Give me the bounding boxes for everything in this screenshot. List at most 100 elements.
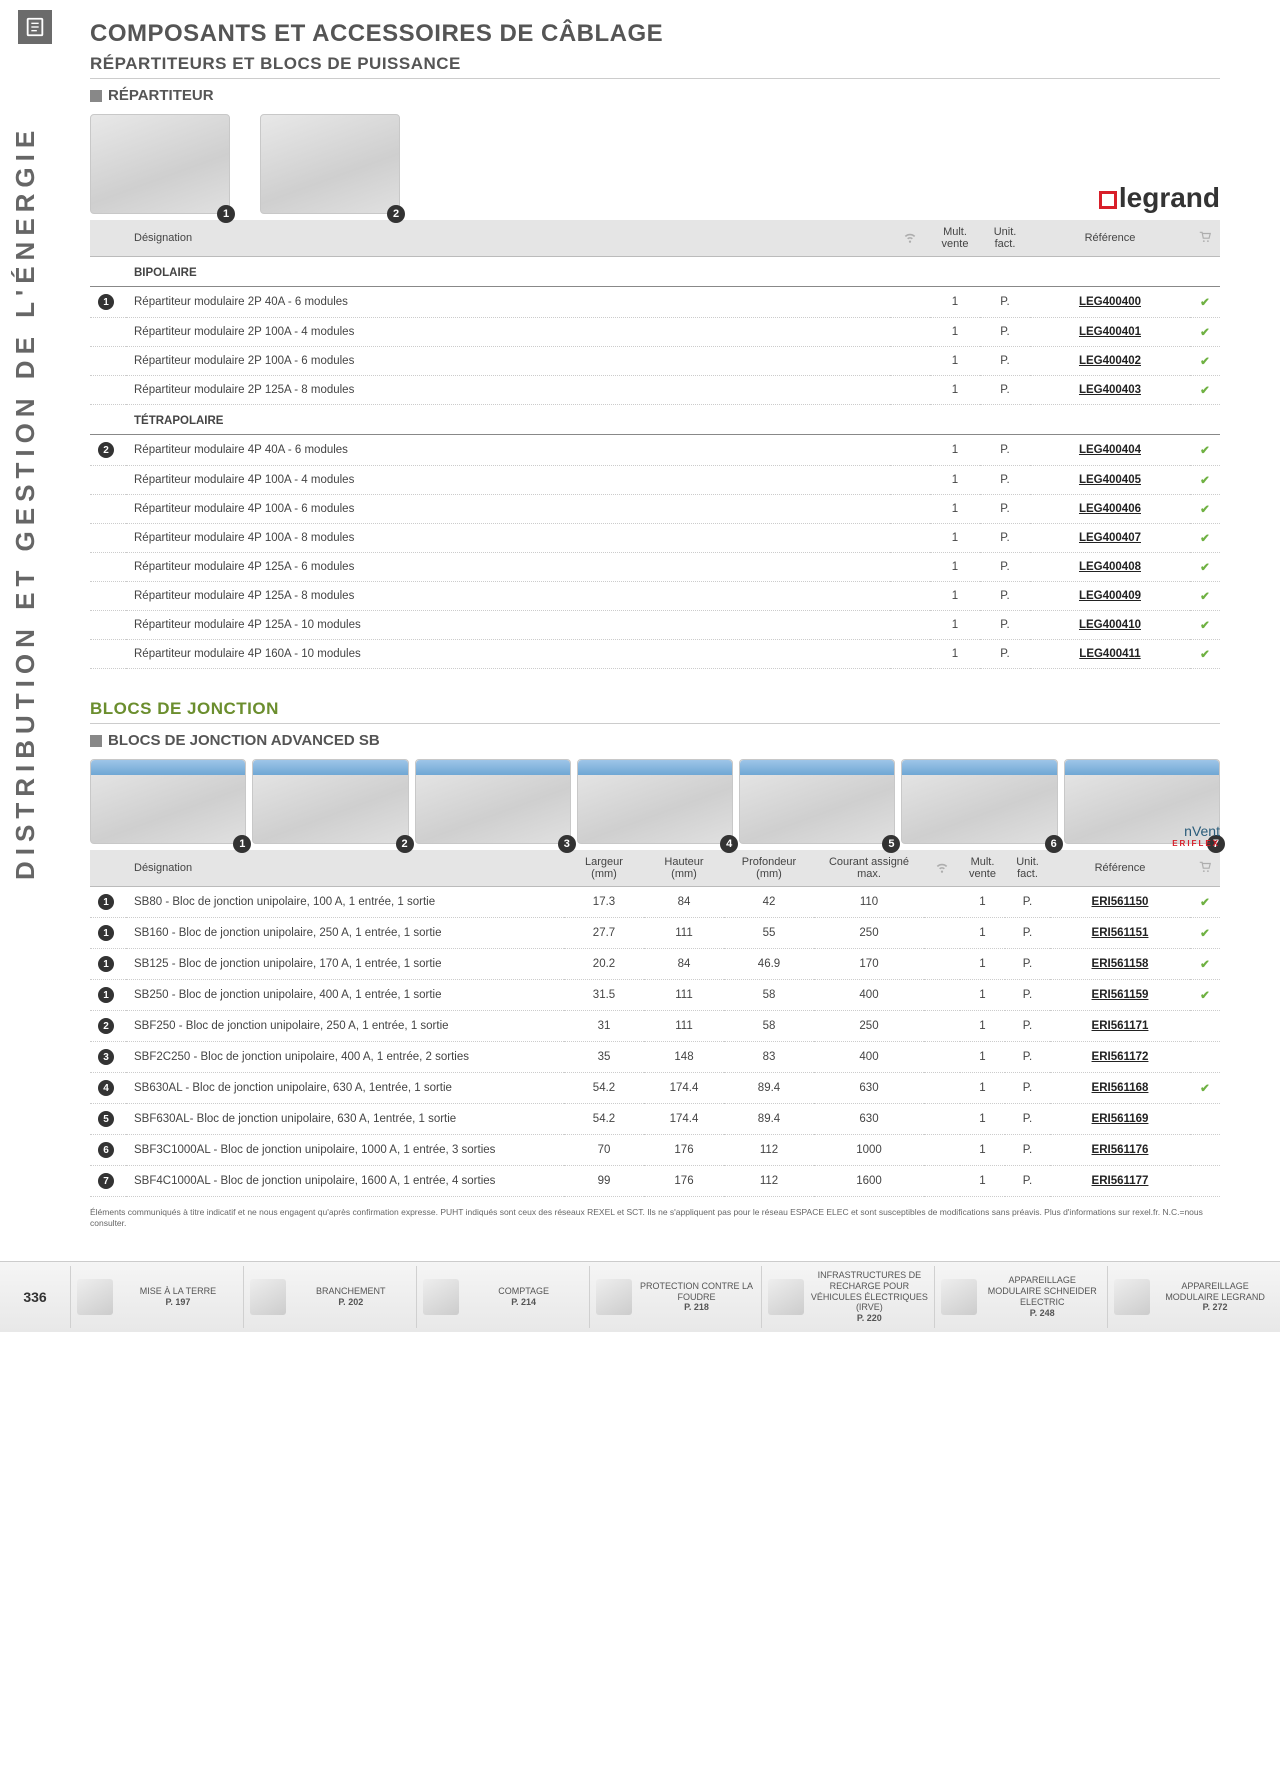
cell-mult: 1 xyxy=(930,582,980,611)
cell-largeur: 20.2 xyxy=(564,949,644,980)
reference-link[interactable]: LEG400408 xyxy=(1079,561,1141,573)
product-row: 1 SB160 - Bloc de jonction unipolaire, 2… xyxy=(90,918,1220,949)
reference-link[interactable]: LEG400409 xyxy=(1079,590,1141,602)
section1-product-images: 1 2 legrand xyxy=(90,114,1220,214)
cell-unit: P. xyxy=(1005,1073,1050,1104)
check-icon: ✔ xyxy=(1200,959,1210,971)
product-image-1: 1 xyxy=(90,114,230,214)
reference-link[interactable]: ERI561172 xyxy=(1092,1051,1149,1063)
product-row: 7 SBF4C1000AL - Bloc de jonction unipola… xyxy=(90,1166,1220,1197)
cell-largeur: 31.5 xyxy=(564,980,644,1011)
footer-link[interactable]: APPAREILLAGE MODULAIRE SCHNEIDER ELECTRI… xyxy=(934,1266,1107,1328)
row-badge: 1 xyxy=(98,987,114,1003)
cell-courant: 630 xyxy=(814,1073,924,1104)
reference-link[interactable]: ERI561158 xyxy=(1092,958,1149,970)
footer-title: BRANCHEMENT xyxy=(292,1286,410,1297)
check-icon: ✔ xyxy=(1200,533,1210,545)
cell-courant: 170 xyxy=(814,949,924,980)
product-row: Répartiteur modulaire 4P 125A - 10 modul… xyxy=(90,611,1220,640)
reference-link[interactable]: ERI561169 xyxy=(1092,1113,1149,1125)
footer-title: MISE À LA TERRE xyxy=(119,1286,237,1297)
footer-link[interactable]: APPAREILLAGE MODULAIRE LEGRAND P. 272 xyxy=(1107,1266,1280,1328)
reference-link[interactable]: LEG400407 xyxy=(1079,532,1141,544)
check-icon: ✔ xyxy=(1200,504,1210,516)
col-designation: Désignation xyxy=(126,220,890,257)
group-header: BIPOLAIRE xyxy=(126,257,1220,287)
footer-link[interactable]: BRANCHEMENT P. 202 xyxy=(243,1266,416,1328)
cell-designation: Répartiteur modulaire 4P 125A - 8 module… xyxy=(126,582,890,611)
col-cart xyxy=(1190,220,1220,257)
reference-link[interactable]: LEG400404 xyxy=(1079,444,1141,456)
cell-courant: 630 xyxy=(814,1104,924,1135)
check-icon: ✔ xyxy=(1200,297,1210,309)
cell-profondeur: 58 xyxy=(724,980,814,1011)
reference-link[interactable]: LEG400402 xyxy=(1079,355,1141,367)
cell-courant: 400 xyxy=(814,1042,924,1073)
col-unit: Unit. fact. xyxy=(980,220,1030,257)
col-ref: Référence xyxy=(1050,850,1190,887)
product-row: 1 SB80 - Bloc de jonction unipolaire, 10… xyxy=(90,887,1220,918)
product-image-1: 1 xyxy=(90,759,246,844)
cell-unit: P. xyxy=(1005,1135,1050,1166)
reference-link[interactable]: LEG400403 xyxy=(1079,384,1141,396)
cell-unit: P. xyxy=(980,376,1030,405)
cell-mult: 1 xyxy=(930,318,980,347)
reference-link[interactable]: LEG400406 xyxy=(1079,503,1141,515)
reference-link[interactable]: ERI561168 xyxy=(1092,1082,1149,1094)
footer-title: APPAREILLAGE MODULAIRE LEGRAND xyxy=(1156,1281,1274,1303)
product-row: 3 SBF2C250 - Bloc de jonction unipolaire… xyxy=(90,1042,1220,1073)
cell-largeur: 54.2 xyxy=(564,1104,644,1135)
row-badge: 2 xyxy=(98,1018,114,1034)
image-badge: 3 xyxy=(558,835,576,853)
footer-link[interactable]: MISE À LA TERRE P. 197 xyxy=(70,1266,243,1328)
cell-designation: SB80 - Bloc de jonction unipolaire, 100 … xyxy=(126,887,564,918)
reference-link[interactable]: ERI561150 xyxy=(1092,896,1149,908)
row-badge: 5 xyxy=(98,1111,114,1127)
cell-unit: P. xyxy=(980,318,1030,347)
cell-hauteur: 111 xyxy=(644,1011,724,1042)
cell-mult: 1 xyxy=(960,980,1005,1011)
reference-link[interactable]: ERI561151 xyxy=(1092,927,1149,939)
cell-largeur: 27.7 xyxy=(564,918,644,949)
col-profondeur: Profondeur (mm) xyxy=(724,850,814,887)
cell-profondeur: 42 xyxy=(724,887,814,918)
cell-largeur: 17.3 xyxy=(564,887,644,918)
reference-link[interactable]: ERI561159 xyxy=(1092,989,1149,1001)
cell-mult: 1 xyxy=(930,640,980,669)
footer-page: P. 218 xyxy=(638,1302,756,1313)
product-image-4: 4 xyxy=(577,759,733,844)
footer-page: P. 220 xyxy=(810,1313,928,1324)
cell-designation: SBF4C1000AL - Bloc de jonction unipolair… xyxy=(126,1166,564,1197)
reference-link[interactable]: LEG400410 xyxy=(1079,619,1141,631)
cell-mult: 1 xyxy=(930,524,980,553)
footer-page: P. 248 xyxy=(983,1308,1101,1319)
cell-designation: SBF2C250 - Bloc de jonction unipolaire, … xyxy=(126,1042,564,1073)
footer-link[interactable]: INFRASTRUCTURES DE RECHARGE POUR VÉHICUL… xyxy=(761,1266,934,1328)
check-icon: ✔ xyxy=(1200,445,1210,457)
footer-link[interactable]: PROTECTION CONTRE LA FOUDRE P. 218 xyxy=(589,1266,762,1328)
row-badge: 1 xyxy=(98,925,114,941)
reference-link[interactable]: ERI561171 xyxy=(1092,1020,1149,1032)
cell-courant: 1600 xyxy=(814,1166,924,1197)
cell-unit: P. xyxy=(980,466,1030,495)
cell-unit: P. xyxy=(980,287,1030,318)
reference-link[interactable]: ERI561176 xyxy=(1092,1144,1149,1156)
reference-link[interactable]: LEG400411 xyxy=(1079,648,1140,660)
footer-link[interactable]: COMPTAGE P. 214 xyxy=(416,1266,589,1328)
product-row: Répartiteur modulaire 4P 100A - 8 module… xyxy=(90,524,1220,553)
check-icon: ✔ xyxy=(1200,591,1210,603)
section1-heading: RÉPARTITEUR xyxy=(90,87,1220,104)
product-row: 6 SBF3C1000AL - Bloc de jonction unipola… xyxy=(90,1135,1220,1166)
reference-link[interactable]: LEG400401 xyxy=(1079,326,1141,338)
col-wifi xyxy=(890,220,930,257)
cell-designation: Répartiteur modulaire 2P 40A - 6 modules xyxy=(126,287,890,318)
reference-link[interactable]: ERI561177 xyxy=(1092,1175,1149,1187)
section2-table: Désignation Largeur (mm) Hauteur (mm) Pr… xyxy=(90,850,1220,1197)
cell-mult: 1 xyxy=(960,887,1005,918)
cell-hauteur: 111 xyxy=(644,918,724,949)
cell-hauteur: 176 xyxy=(644,1166,724,1197)
cell-largeur: 70 xyxy=(564,1135,644,1166)
reference-link[interactable]: LEG400400 xyxy=(1079,296,1141,308)
reference-link[interactable]: LEG400405 xyxy=(1079,474,1141,486)
footnote: Éléments communiqués à titre indicatif e… xyxy=(90,1207,1220,1229)
